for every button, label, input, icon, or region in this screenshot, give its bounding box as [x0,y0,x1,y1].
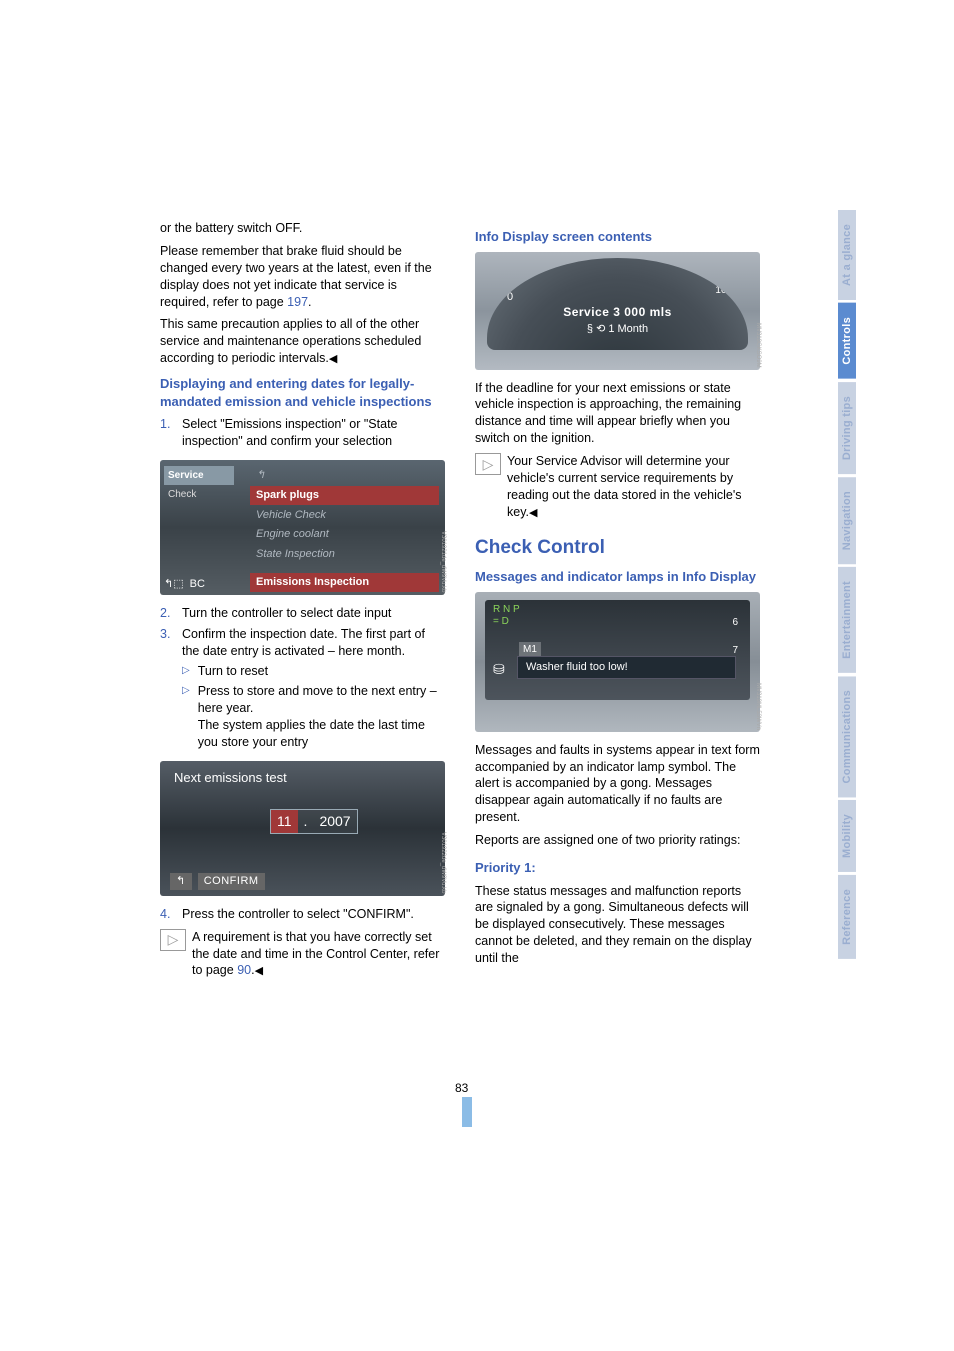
body-text: If the deadline for your next emissions … [475,380,760,448]
list-number: 2. [160,605,182,622]
body-text: This same precaution applies to all of t… [160,317,421,365]
note-text: A requirement is that you have correctly… [192,929,445,980]
list-number: 4. [160,906,182,923]
side-tab[interactable]: Entertainment [838,567,856,673]
body-text: Reports are assigned one of two priority… [475,832,760,849]
confirm-button-label: CONFIRM [198,873,265,890]
menu-item-selected: Emissions Inspection [250,573,439,592]
side-tab[interactable]: At a glance [838,210,856,300]
list-text: Confirm the inspection date. The first p… [182,626,445,660]
end-marker-icon: ◀ [255,965,263,977]
triangle-bullet-icon: ▷ [182,663,190,680]
menu-item: Spark plugs [250,486,439,505]
service-subline: § ⟲ 1 Month [487,322,748,337]
image-caption: V301921de_dW9Vu.kb [439,531,447,593]
list-text: Press the controller to select "CONFIRM"… [182,906,445,923]
list-number: 1. [160,416,182,450]
gauge-tick: 160 [715,284,732,298]
menu-item: Service [164,466,234,486]
section-heading: Displaying and entering dates for legall… [160,375,445,410]
image-caption: MV319ML53WVn [754,683,762,730]
warning-message: Washer fluid too low! [517,656,736,679]
service-menu-screenshot: Service Check ↰ Spark plugs Vehicle Chec… [160,460,445,595]
section-heading: Info Display screen contents [475,228,760,246]
end-marker-icon: ◀ [329,353,337,365]
gear-indicator: = D [493,616,520,628]
triangle-bullet-icon: ▷ [182,683,190,751]
side-tab[interactable]: Driving tips [838,382,856,474]
list-item: 1. Select "Emissions inspection" or "Sta… [160,416,445,450]
date-year: 2007 [313,810,356,833]
check-control-screenshot: R N P = D M1 6 7 ⛁ Washer fluid too low!… [475,592,760,732]
bullet-item: ▷ Press to store and move to the next en… [182,683,445,751]
emissions-date-screenshot: Next emissions test 11 . 2007 ↰ CONFIRM … [160,761,445,896]
washer-fluid-icon: ⛁ [493,660,505,679]
menu-item: Vehicle Check [250,506,439,525]
list-item: 3. Confirm the inspection date. The firs… [160,626,445,660]
page-link[interactable]: 197 [287,295,308,309]
screenshot-title: Next emissions test [174,769,287,787]
body-text: or the battery switch OFF. [160,220,445,237]
note-box: ▷ Your Service Advisor will determine yo… [475,453,760,521]
right-column: Info Display screen contents 0 160 Servi… [475,220,760,979]
body-text: . [308,295,311,309]
info-display-screenshot: 0 160 Service 3 000 mls § ⟲ 1 Month MV31… [475,252,760,370]
page-number: 83 [455,1081,468,1095]
body-text: These status messages and malfunction re… [475,883,760,967]
body-text: Please remember that brake fluid should … [160,243,445,311]
menu-item: Engine coolant [250,525,439,544]
section-heading-large: Check Control [475,535,760,561]
note-box: ▷ A requirement is that you have correct… [160,929,445,980]
side-tabs: At a glance Controls Driving tips Navigatio… [838,210,860,962]
image-caption: MV319GKSO9M [754,323,762,368]
note-text: A requirement is that you have correctly… [192,930,439,978]
gauge-tick: 0 [507,290,513,305]
image-caption: V301922de_dW9Vu.kb [439,832,447,894]
menu-item: State Inspection [250,545,439,564]
section-heading: Messages and indicator lamps in Info Dis… [475,568,760,586]
back-icon: ↰ [250,466,439,485]
bullet-item: ▷ Turn to reset [182,663,445,680]
list-item: 2. Turn the controller to select date in… [160,605,445,622]
body-text: This same precaution applies to all of t… [160,316,445,367]
side-tab[interactable]: Controls [838,303,856,379]
side-tab[interactable]: Communications [838,676,856,797]
left-column: or the battery switch OFF. Please rememb… [160,220,445,979]
gauge-tick: 6 [732,616,738,630]
date-field: 11 . 2007 [270,809,358,834]
back-icon: ↰ [170,873,192,890]
menu-item: Check [164,485,234,505]
list-number: 3. [160,626,182,660]
page-link[interactable]: 90 [237,963,251,977]
note-text: Your Service Advisor will determine your… [507,454,742,519]
date-month: 11 [271,810,298,833]
section-heading: Priority 1: [475,859,760,877]
body-text: Messages and faults in systems appear in… [475,742,760,826]
bullet-text: The system applies the date the last tim… [198,718,425,749]
bc-icon: ↰⬚ [164,577,184,592]
service-line: Service 3 000 mls [487,304,748,320]
note-triangle-icon: ▷ [475,453,501,475]
side-tab[interactable]: Navigation [838,477,856,564]
bullet-text: Press to store and move to the next entr… [198,684,437,715]
gear-indicator: R N P [493,604,520,616]
end-marker-icon: ◀ [529,507,537,519]
list-text: Turn the controller to select date input [182,605,445,622]
side-tab[interactable]: Reference [838,875,856,959]
note-text: Your Service Advisor will determine your… [507,453,760,521]
note-triangle-icon: ▷ [160,929,186,951]
date-sep: . [298,810,314,833]
page-number-bar [462,1097,472,1127]
side-tab[interactable]: Mobility [838,800,856,872]
bc-label: BC [190,577,205,592]
list-item: 4. Press the controller to select "CONFI… [160,906,445,923]
list-text: Select "Emissions inspection" or "State … [182,416,445,450]
bullet-text: Turn to reset [198,663,268,680]
bullet-text: Press to store and move to the next entr… [198,683,445,751]
